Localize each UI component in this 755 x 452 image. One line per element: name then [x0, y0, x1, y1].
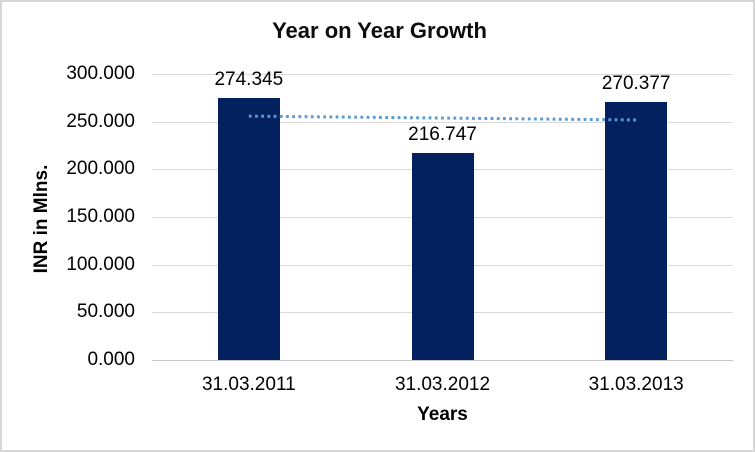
y-axis-tick-label: 100.000 [66, 253, 135, 275]
x-axis-tick-label: 31.03.2012 [394, 374, 491, 395]
bar [605, 102, 668, 360]
chart-title: Year on Year Growth [272, 18, 487, 43]
x-axis-tick-label: 31.03.2011 [201, 374, 296, 395]
x-axis-line [152, 360, 733, 361]
y-axis-tick-label: 200.000 [66, 158, 135, 180]
y-axis-tick-label: 250.000 [66, 110, 135, 132]
bar [411, 153, 474, 360]
bar [217, 98, 280, 360]
x-axis-title: Years [417, 404, 468, 425]
gridline [152, 74, 733, 75]
x-axis-tick-label: 31.03.2013 [588, 374, 684, 395]
gridline [152, 121, 733, 123]
y-axis-tick-label: 150.000 [66, 206, 135, 227]
y-axis-tick-label: 300.000 [66, 63, 135, 84]
y-axis-tick-label: 0.000 [87, 349, 135, 370]
bar-value-label: 216.747 [408, 124, 477, 146]
bar-value-label: 274.345 [214, 69, 284, 91]
bar-value-label: 270.377 [601, 73, 671, 95]
y-axis-tick-label: 50.000 [76, 301, 135, 323]
